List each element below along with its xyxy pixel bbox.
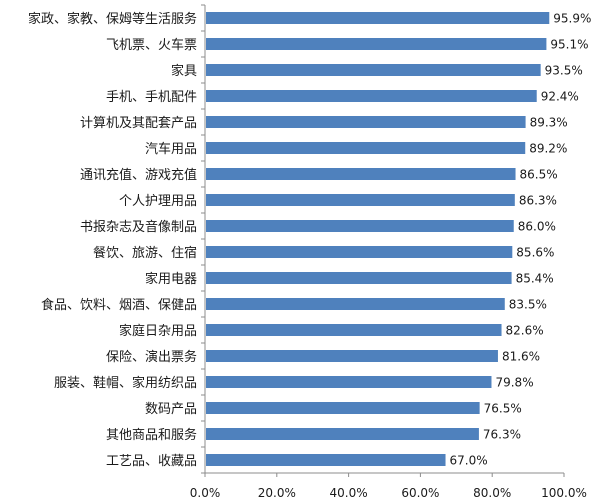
category-label: 通讯充值、游戏充值 <box>80 167 197 183</box>
category-label: 家具 <box>171 63 197 79</box>
x-tick-label: 60.0% <box>401 486 439 500</box>
category-label: 餐饮、旅游、住宿 <box>93 245 197 261</box>
bar <box>206 402 480 414</box>
data-label: 92.4% <box>541 90 579 104</box>
data-label: 82.6% <box>506 324 544 338</box>
bar <box>206 12 550 24</box>
category-label: 个人护理用品 <box>119 194 197 209</box>
category-label: 食品、饮料、烟酒、保健品 <box>41 297 197 313</box>
category-label: 家庭日杂用品 <box>119 323 197 339</box>
bar <box>206 454 446 466</box>
category-label: 保险、演出票务 <box>106 349 197 365</box>
x-tick-label: 20.0% <box>258 486 296 500</box>
bar <box>206 272 512 284</box>
data-label: 95.9% <box>553 12 591 26</box>
category-label: 家用电器 <box>145 271 197 287</box>
data-label: 85.6% <box>516 246 554 260</box>
bar <box>206 428 479 440</box>
data-label: 85.4% <box>516 272 554 286</box>
data-label: 86.5% <box>520 168 558 182</box>
bar <box>206 90 537 102</box>
x-tick-label: 40.0% <box>330 486 368 500</box>
category-label: 手机、手机配件 <box>106 90 197 105</box>
bar <box>206 116 526 128</box>
bar <box>206 298 505 310</box>
bar <box>206 142 526 154</box>
data-label: 86.0% <box>518 220 556 234</box>
bar <box>206 220 514 232</box>
category-label: 服装、鞋帽、家用纺织品 <box>54 375 197 391</box>
bar <box>206 350 498 362</box>
data-label: 81.6% <box>502 350 540 364</box>
category-label: 其他商品和服务 <box>106 427 197 443</box>
category-label: 汽车用品 <box>145 141 197 157</box>
data-label: 86.3% <box>519 194 557 208</box>
data-label: 76.3% <box>483 428 521 442</box>
data-label: 79.8% <box>495 376 533 390</box>
x-tick-label: 100.0% <box>541 486 587 500</box>
category-label: 飞机票、火车票 <box>106 37 197 53</box>
category-label: 工艺品、收藏品 <box>106 454 197 469</box>
data-label: 89.2% <box>529 142 567 156</box>
data-label: 76.5% <box>484 402 522 416</box>
x-tick-label: 80.0% <box>473 486 511 500</box>
bar <box>206 246 513 258</box>
category-label: 计算机及其配套产品 <box>80 115 197 131</box>
bar <box>206 324 502 336</box>
x-tick-label: 0.0% <box>190 486 221 500</box>
data-label: 83.5% <box>509 298 547 312</box>
data-label: 89.3% <box>530 116 568 130</box>
bar <box>206 168 516 180</box>
data-label: 95.1% <box>550 38 588 52</box>
bar <box>206 194 515 206</box>
data-label: 67.0% <box>450 454 488 468</box>
category-label: 数码产品 <box>145 402 197 417</box>
bar <box>206 38 547 50</box>
category-label: 书报杂志及音像制品 <box>80 219 197 235</box>
category-label: 家政、家教、保姆等生活服务 <box>28 11 197 27</box>
bar <box>206 376 492 388</box>
data-label: 93.5% <box>545 64 583 78</box>
bar <box>206 64 541 76</box>
